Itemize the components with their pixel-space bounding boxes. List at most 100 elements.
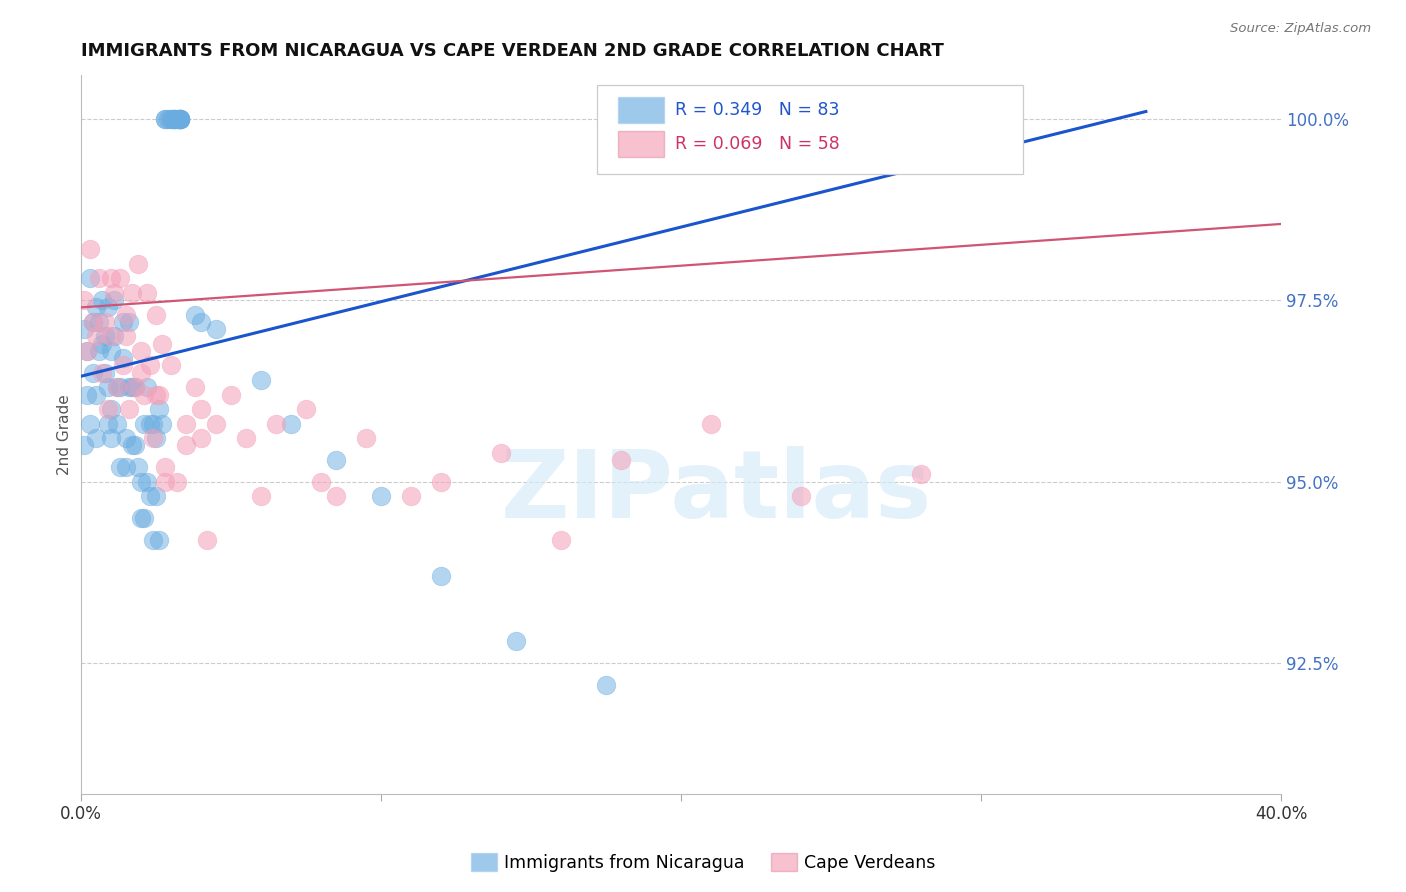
- Point: [204, 322, 226, 336]
- Point: [93, 329, 115, 343]
- Point: [609, 453, 631, 467]
- Point: [148, 533, 170, 547]
- Point: [82, 315, 104, 329]
- Point: [90, 293, 112, 308]
- Point: [93, 315, 115, 329]
- Point: [132, 387, 155, 401]
- Legend: Immigrants from Nicaragua, Cape Verdeans: Immigrants from Nicaragua, Cape Verdeans: [464, 847, 942, 879]
- Point: [138, 359, 160, 373]
- Point: [84, 329, 107, 343]
- Point: [190, 315, 212, 329]
- Point: [162, 112, 184, 126]
- Text: IMMIGRANTS FROM NICARAGUA VS CAPE VERDEAN 2ND GRADE CORRELATION CHART: IMMIGRANTS FROM NICARAGUA VS CAPE VERDEA…: [80, 42, 943, 60]
- Point: [100, 343, 122, 358]
- Point: [105, 380, 128, 394]
- Point: [429, 475, 451, 489]
- Point: [354, 431, 377, 445]
- Point: [141, 533, 163, 547]
- Point: [138, 417, 160, 431]
- Point: [129, 475, 152, 489]
- Point: [219, 387, 242, 401]
- Point: [141, 417, 163, 431]
- Point: [135, 475, 157, 489]
- Point: [124, 380, 146, 394]
- Point: [87, 315, 110, 329]
- Point: [111, 315, 134, 329]
- Point: [183, 380, 205, 394]
- Point: [121, 285, 143, 300]
- Point: [90, 336, 112, 351]
- Point: [100, 402, 122, 417]
- Point: [84, 301, 107, 315]
- Point: [84, 431, 107, 445]
- Point: [129, 366, 152, 380]
- Point: [117, 380, 139, 394]
- Point: [280, 417, 302, 431]
- Point: [910, 467, 932, 482]
- Point: [159, 359, 181, 373]
- Point: [153, 460, 176, 475]
- Point: [124, 438, 146, 452]
- Point: [153, 475, 176, 489]
- Point: [111, 359, 134, 373]
- Point: [204, 417, 226, 431]
- Point: [150, 417, 173, 431]
- Point: [103, 329, 125, 343]
- Point: [169, 112, 191, 126]
- Point: [108, 271, 131, 285]
- Point: [100, 329, 122, 343]
- Point: [100, 431, 122, 445]
- Point: [127, 460, 149, 475]
- Point: [162, 112, 184, 126]
- Point: [79, 271, 101, 285]
- Point: [79, 417, 101, 431]
- Text: Source: ZipAtlas.com: Source: ZipAtlas.com: [1230, 22, 1371, 36]
- Point: [162, 112, 184, 126]
- Point: [145, 431, 167, 445]
- Point: [76, 387, 98, 401]
- Point: [96, 301, 118, 315]
- Point: [127, 257, 149, 271]
- Point: [235, 431, 257, 445]
- Point: [114, 431, 136, 445]
- Point: [166, 112, 188, 126]
- Point: [76, 343, 98, 358]
- Point: [249, 373, 271, 387]
- Point: [153, 112, 176, 126]
- Point: [129, 511, 152, 525]
- Point: [96, 402, 118, 417]
- Point: [90, 366, 112, 380]
- Point: [148, 387, 170, 401]
- Point: [159, 112, 181, 126]
- Point: [489, 445, 512, 459]
- Bar: [619, 97, 664, 123]
- Point: [264, 417, 287, 431]
- Point: [145, 308, 167, 322]
- Point: [103, 285, 125, 300]
- Point: [114, 460, 136, 475]
- Point: [111, 351, 134, 366]
- Point: [135, 285, 157, 300]
- Point: [72, 293, 94, 308]
- Point: [153, 112, 176, 126]
- Point: [103, 293, 125, 308]
- Point: [82, 315, 104, 329]
- Text: R = 0.349   N = 83: R = 0.349 N = 83: [675, 102, 839, 120]
- Point: [325, 489, 347, 503]
- Point: [114, 329, 136, 343]
- Point: [72, 438, 94, 452]
- Point: [108, 380, 131, 394]
- Point: [72, 322, 94, 336]
- Point: [105, 417, 128, 431]
- Point: [309, 475, 332, 489]
- Point: [79, 243, 101, 257]
- Point: [138, 489, 160, 503]
- Point: [595, 678, 617, 692]
- Point: [169, 112, 191, 126]
- Point: [166, 475, 188, 489]
- Point: [294, 402, 316, 417]
- Point: [249, 489, 271, 503]
- Point: [700, 417, 723, 431]
- Point: [169, 112, 191, 126]
- Point: [93, 366, 115, 380]
